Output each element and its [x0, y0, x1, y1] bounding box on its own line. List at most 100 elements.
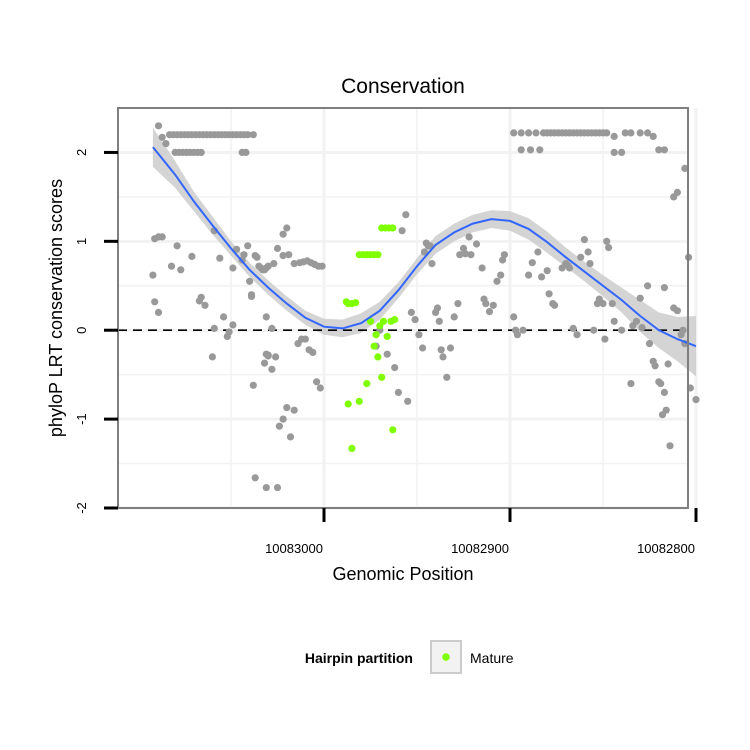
data-point-other — [569, 324, 577, 332]
legend: Hairpin partition Mature — [305, 640, 514, 674]
data-point-other — [411, 316, 419, 324]
data-point-other — [603, 129, 611, 137]
data-point-other — [158, 133, 166, 141]
data-point-mature — [372, 331, 380, 339]
data-point-other — [210, 324, 218, 332]
data-point-other — [316, 384, 324, 392]
data-point-other — [240, 251, 248, 259]
data-point-other — [158, 233, 166, 241]
data-point-other — [627, 129, 635, 137]
data-point-other — [249, 131, 257, 139]
data-point-other — [260, 359, 269, 367]
data-point-mature — [374, 353, 382, 361]
x-tick-label: 10083000 — [265, 541, 323, 556]
data-point-other — [279, 230, 287, 238]
data-point-mature — [383, 332, 391, 340]
data-point-other — [485, 308, 494, 316]
data-point-other — [433, 304, 442, 312]
data-point-other — [301, 335, 309, 343]
data-point-other — [443, 373, 451, 381]
data-point-other — [673, 188, 682, 196]
data-point-other — [249, 381, 257, 389]
data-point-other — [660, 388, 669, 396]
data-point-other — [500, 251, 508, 259]
data-point-other — [472, 240, 481, 248]
data-point-other — [526, 146, 535, 154]
data-point-other — [601, 335, 609, 343]
data-point-other — [173, 242, 181, 250]
y-tick-label: 2 — [74, 149, 89, 156]
x-axis-title: Genomic Position — [332, 564, 473, 584]
data-point-other — [638, 324, 646, 332]
data-point-other — [229, 264, 237, 272]
data-point-other — [645, 340, 654, 348]
data-point-other — [565, 264, 574, 272]
data-point-other — [188, 252, 196, 260]
legend-key-box — [430, 640, 462, 674]
data-point-mature — [374, 251, 382, 259]
data-point-other — [610, 132, 618, 140]
data-point-other — [268, 324, 276, 332]
data-point-other — [618, 148, 626, 156]
data-point-other — [679, 326, 687, 334]
data-point-other — [391, 364, 399, 372]
data-point-other — [264, 352, 272, 360]
plot-panel — [118, 108, 688, 508]
data-point-other — [586, 260, 594, 268]
chart-title: Conservation — [341, 75, 465, 98]
data-point-other — [525, 271, 533, 279]
data-point-other — [519, 326, 527, 334]
data-point-other — [450, 313, 458, 321]
data-point-other — [649, 132, 657, 140]
data-point-other — [283, 224, 291, 232]
data-point-other — [590, 326, 598, 334]
data-point-other — [262, 484, 270, 492]
data-point-other — [482, 300, 490, 308]
data-point-other — [459, 244, 468, 252]
data-point-other — [681, 164, 689, 172]
data-point-other — [517, 146, 525, 154]
data-point-other — [666, 442, 674, 450]
data-point-other — [497, 271, 505, 279]
data-point-other — [437, 346, 445, 354]
data-point-other — [534, 248, 542, 256]
data-point-other — [220, 313, 228, 321]
data-point-other — [273, 484, 282, 492]
data-point-other — [246, 277, 254, 285]
data-point-other — [208, 353, 216, 361]
data-point-other — [673, 307, 682, 315]
data-point-mature — [391, 316, 399, 324]
smooth-line-group — [152, 146, 697, 348]
data-point-mature — [370, 342, 378, 350]
legend-key-mature — [442, 653, 450, 661]
data-point-mature — [352, 299, 360, 307]
data-point-other — [636, 294, 644, 302]
data-point-other — [149, 271, 157, 279]
data-point-other — [244, 131, 252, 139]
data-point-other — [599, 300, 607, 308]
data-point-other — [627, 380, 635, 388]
data-point-other — [290, 260, 298, 268]
data-point-mature — [389, 224, 397, 232]
legend-title: Hairpin partition — [305, 650, 413, 666]
data-point-other — [398, 227, 406, 235]
data-point-other — [525, 129, 533, 137]
data-point-other — [446, 344, 455, 352]
data-point-other — [313, 378, 321, 386]
data-point-other — [251, 474, 259, 482]
data-point-other — [660, 146, 669, 154]
data-point-other — [532, 129, 540, 137]
data-point-other — [309, 348, 317, 356]
data-point-other — [545, 290, 553, 298]
data-point-other — [662, 406, 670, 414]
data-point-other — [543, 267, 551, 275]
data-point-other — [461, 250, 469, 258]
data-point-other — [621, 129, 629, 137]
data-point-other — [229, 321, 237, 329]
data-point-other — [225, 328, 233, 336]
data-point-other — [664, 360, 672, 368]
data-point-other — [603, 237, 611, 245]
data-point-other — [632, 317, 641, 325]
data-point-other — [692, 396, 700, 404]
